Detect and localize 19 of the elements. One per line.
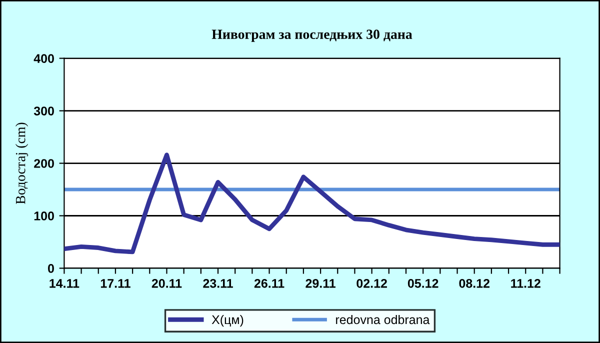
x-tick-label: 14.11	[50, 279, 80, 288]
y-axis-title: Водостај (cm)	[15, 122, 28, 204]
x-tick-label: 11.12	[511, 278, 540, 288]
x-tick-label: 08.12	[459, 278, 490, 288]
y-tick-label: 200	[34, 159, 54, 168]
legend-label: redovna odbrana	[336, 314, 430, 324]
x-tick-label: 02.12	[356, 278, 387, 288]
y-tick-label: 300	[34, 106, 54, 116]
y-tick-label: 0	[48, 264, 54, 273]
x-tick-label: 26.11	[254, 278, 284, 288]
x-tick-label: 20.11	[152, 278, 182, 288]
y-tick-label: 100	[34, 212, 54, 220]
x-tick-label: 23.11	[203, 278, 233, 288]
y-tick-label: 400	[34, 54, 54, 63]
x-tick-label: 05.12	[408, 278, 438, 288]
x-tick-label: 17.11	[100, 279, 130, 288]
x-tick-label: 29.11	[306, 278, 336, 288]
chart-title: Нивограм за последњих 30 дана	[212, 30, 412, 42]
legend-label: X(цм)	[212, 314, 244, 327]
